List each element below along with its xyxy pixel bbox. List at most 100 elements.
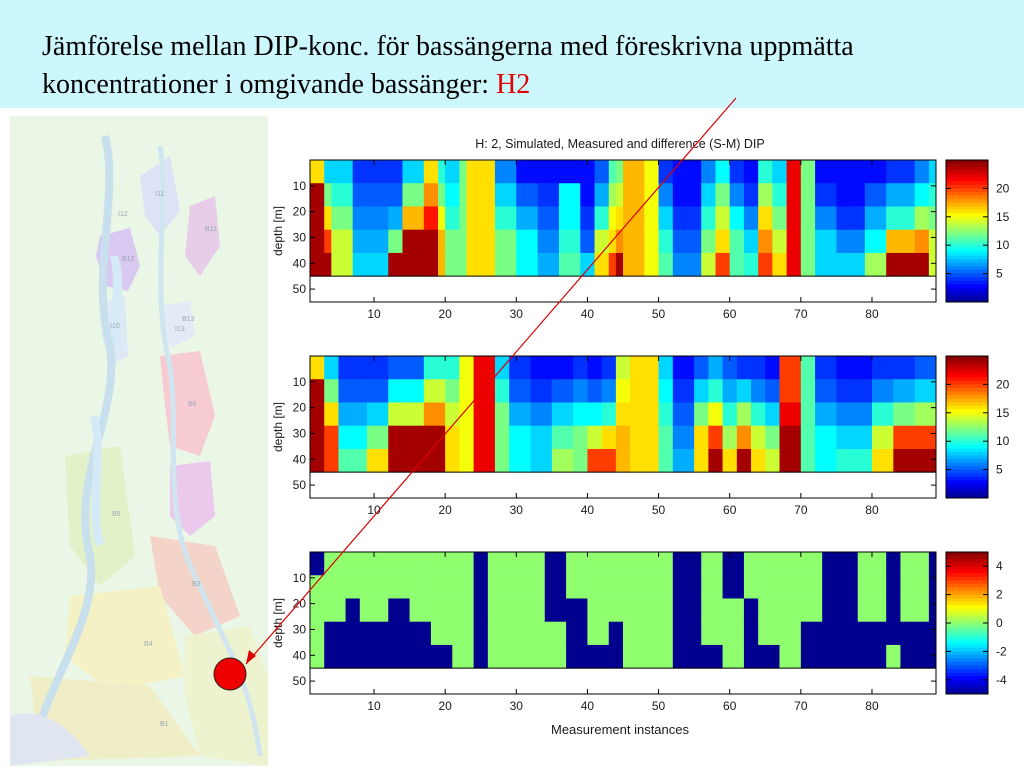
colorbar-segment	[946, 619, 988, 624]
heatmap-cell	[800, 621, 823, 646]
colorbar-segment	[946, 255, 988, 260]
heatmap-cell	[310, 621, 325, 646]
heatmap-cell	[352, 252, 389, 277]
x-tick-label: 50	[652, 307, 666, 321]
heatmap-cell	[615, 379, 631, 403]
heatmap-cell	[701, 183, 716, 207]
heatmap-cell	[871, 379, 894, 403]
colorbar-segment	[946, 487, 988, 492]
heatmap-cell	[751, 356, 766, 380]
heatmap-cell	[473, 356, 496, 380]
y-tick-label: 30	[293, 230, 307, 244]
heatmap-cell	[822, 621, 859, 646]
heatmap-cell	[338, 448, 368, 473]
heatmap-cell	[743, 183, 759, 207]
heatmap-cell	[701, 229, 716, 254]
heatmap-cell	[786, 229, 802, 254]
heatmap-cell	[544, 621, 567, 646]
x-tick-label: 20	[438, 699, 452, 713]
colorbar-segment	[946, 679, 988, 684]
heatmap-cell	[516, 160, 539, 184]
heatmap-cell	[779, 644, 802, 669]
colorbar-segment	[946, 405, 988, 410]
heatmap-cell	[473, 644, 489, 669]
colorbar-segment	[946, 280, 988, 285]
colorbar-tick-label: -4	[996, 673, 1007, 687]
colorbar-segment	[946, 287, 988, 292]
heatmap-cell	[800, 448, 816, 473]
map-label: B3	[192, 581, 201, 588]
heatmap-cell	[886, 229, 916, 254]
heatmap-cell	[473, 552, 489, 576]
heatmap-cell	[566, 575, 588, 599]
heatmap-cell	[494, 402, 510, 427]
heatmap-cell	[459, 229, 467, 254]
heatmap-cell	[779, 552, 802, 576]
heatmap-cell	[473, 621, 489, 646]
map-label: I12	[118, 211, 128, 218]
heatmap-cell	[864, 206, 887, 231]
heatmap-cell	[672, 252, 702, 277]
lake-2	[90, 416, 104, 546]
heatmap-cell	[459, 402, 475, 427]
heatmap-cell	[623, 252, 645, 277]
heatmap-cell	[864, 160, 887, 184]
y-tick-label: 30	[293, 426, 307, 440]
y-tick-label: 10	[293, 179, 307, 193]
colorbar-segment	[946, 170, 988, 175]
heatmap-cell	[815, 206, 837, 231]
heatmap-cell	[672, 448, 695, 473]
heatmap-cell	[658, 402, 674, 427]
heatmap-cell	[558, 252, 581, 277]
heatmap-cell	[587, 379, 603, 403]
map-label: B6	[188, 401, 197, 408]
colorbar-tick-label: 2	[996, 588, 1003, 602]
basin-b11	[185, 196, 220, 276]
heatmap-cell	[928, 160, 937, 184]
heatmap-cell	[310, 206, 325, 231]
heatmap-cell	[445, 229, 460, 254]
heatmap-cell	[623, 229, 645, 254]
heatmap-cell	[402, 252, 425, 277]
x-tick-label: 30	[510, 503, 524, 517]
heatmap-cell	[815, 356, 837, 380]
heatmap-cell	[914, 425, 937, 450]
heatmap-cell	[871, 448, 894, 473]
heatmap-cell	[459, 448, 475, 473]
heatmap-cell	[359, 644, 389, 669]
heatmap-cell	[487, 621, 517, 646]
heatmap-cell	[886, 252, 916, 277]
heatmap-cell	[729, 206, 745, 231]
heatmap-cell	[423, 448, 446, 473]
heatmap-cell	[615, 425, 631, 450]
colorbar-tick-label: -2	[996, 644, 1007, 658]
heatmap-cell	[701, 575, 723, 599]
heatmap-cell	[722, 552, 745, 576]
heatmap-cell	[558, 229, 581, 254]
heatmap-cell	[402, 183, 425, 207]
heatmap-cell	[779, 379, 802, 403]
heatmap-cell	[530, 448, 553, 473]
heatmap-cell	[751, 448, 766, 473]
heatmap-cell	[359, 598, 389, 623]
heatmap-cell	[630, 448, 659, 473]
heatmap-cell	[701, 598, 723, 623]
colorbar-segment	[946, 683, 988, 688]
heatmap-cell	[423, 356, 446, 380]
colorbar-segment	[946, 423, 988, 428]
heatmap-cell	[715, 160, 731, 184]
heatmap-cell	[338, 402, 368, 427]
colorbar-segment	[946, 573, 988, 578]
heatmap-cell	[765, 379, 780, 403]
heatmap-cell	[366, 448, 389, 473]
colorbar-segment	[946, 167, 988, 172]
heatmap-cell	[694, 379, 709, 403]
heatmap-cell	[779, 402, 802, 427]
y-tick-label: 30	[293, 622, 307, 636]
heatmap-cell	[743, 575, 759, 599]
heatmap-cell	[388, 575, 410, 599]
heatmap-cell	[608, 598, 624, 623]
heatmap-cell	[644, 644, 674, 669]
heatmap-cell	[338, 356, 368, 380]
heatmap-cell	[800, 552, 823, 576]
